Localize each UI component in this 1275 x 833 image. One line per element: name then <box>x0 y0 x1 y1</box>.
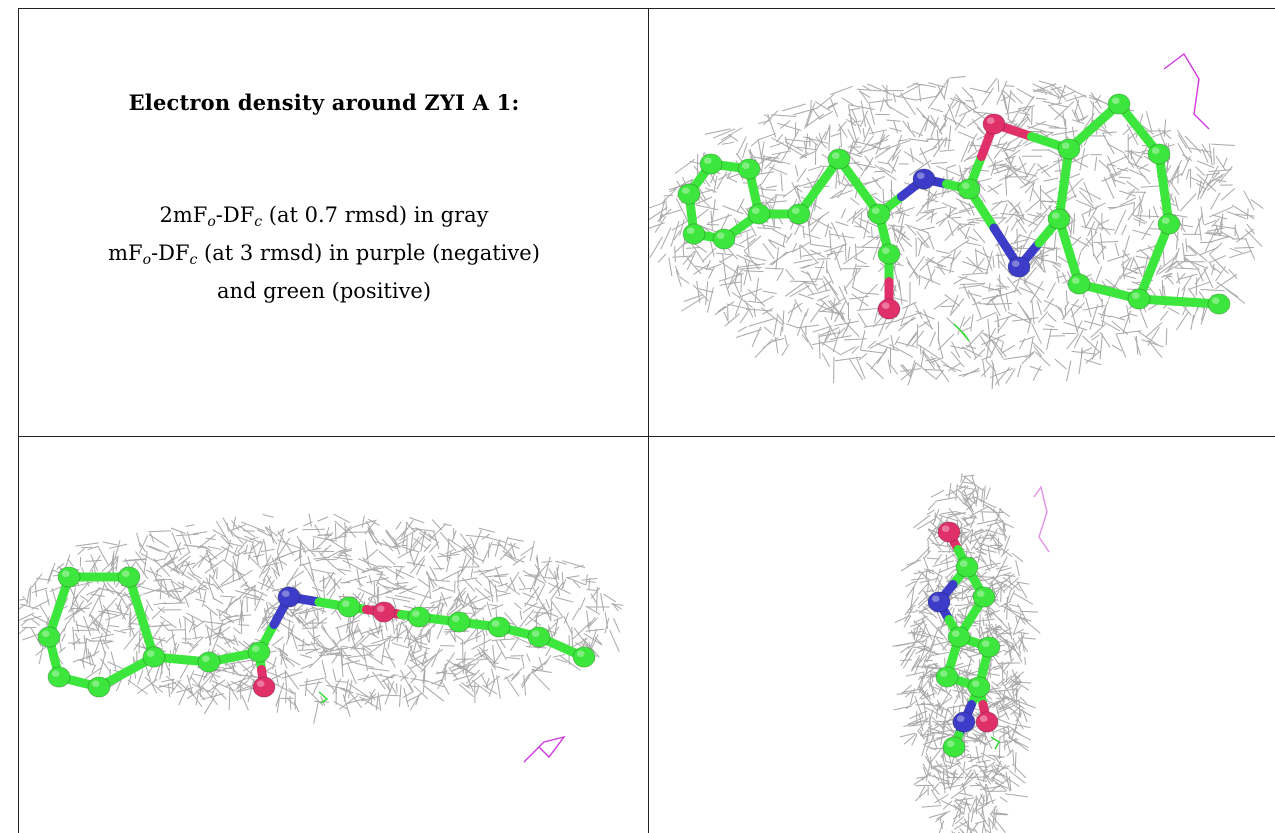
ligand-atoms <box>927 521 1001 758</box>
density-panel-end-on-view <box>892 473 1050 833</box>
electron-density-mesh-gray <box>19 513 624 724</box>
negative-density-blob <box>1163 52 1210 130</box>
table-middle-border <box>18 436 1275 437</box>
density-panel-side-view <box>19 513 624 763</box>
positive-density-blob <box>990 736 1000 750</box>
density-panel-front-view <box>649 52 1264 390</box>
caption-cell: Electron density around ZYI A 1: 2mFo-DF… <box>20 0 628 436</box>
ligand-atoms <box>37 566 596 698</box>
positive-density-blob <box>953 323 970 342</box>
caption-title: Electron density around ZYI A 1: <box>128 90 520 115</box>
negative-density-blob <box>1033 485 1050 553</box>
legend-line-2fo-fc: 2mFo-DFc (at 0.7 rmsd) in gray <box>159 203 489 230</box>
negative-density-blob <box>523 735 566 763</box>
electron-density-mesh-gray <box>892 473 1041 833</box>
table-center-border <box>648 8 649 833</box>
ligand-atoms <box>677 93 1231 320</box>
legend-line-positive: and green (positive) <box>216 279 432 303</box>
table-left-border <box>18 8 19 833</box>
legend-line-fo-fc: mFo-DFc (at 3 rmsd) in purple (negative) <box>108 241 540 268</box>
table-top-border <box>18 8 1275 9</box>
caption-legend: 2mFo-DFc (at 0.7 rmsd) in gray mFo-DFc (… <box>20 200 628 307</box>
positive-density-blob <box>318 691 329 704</box>
